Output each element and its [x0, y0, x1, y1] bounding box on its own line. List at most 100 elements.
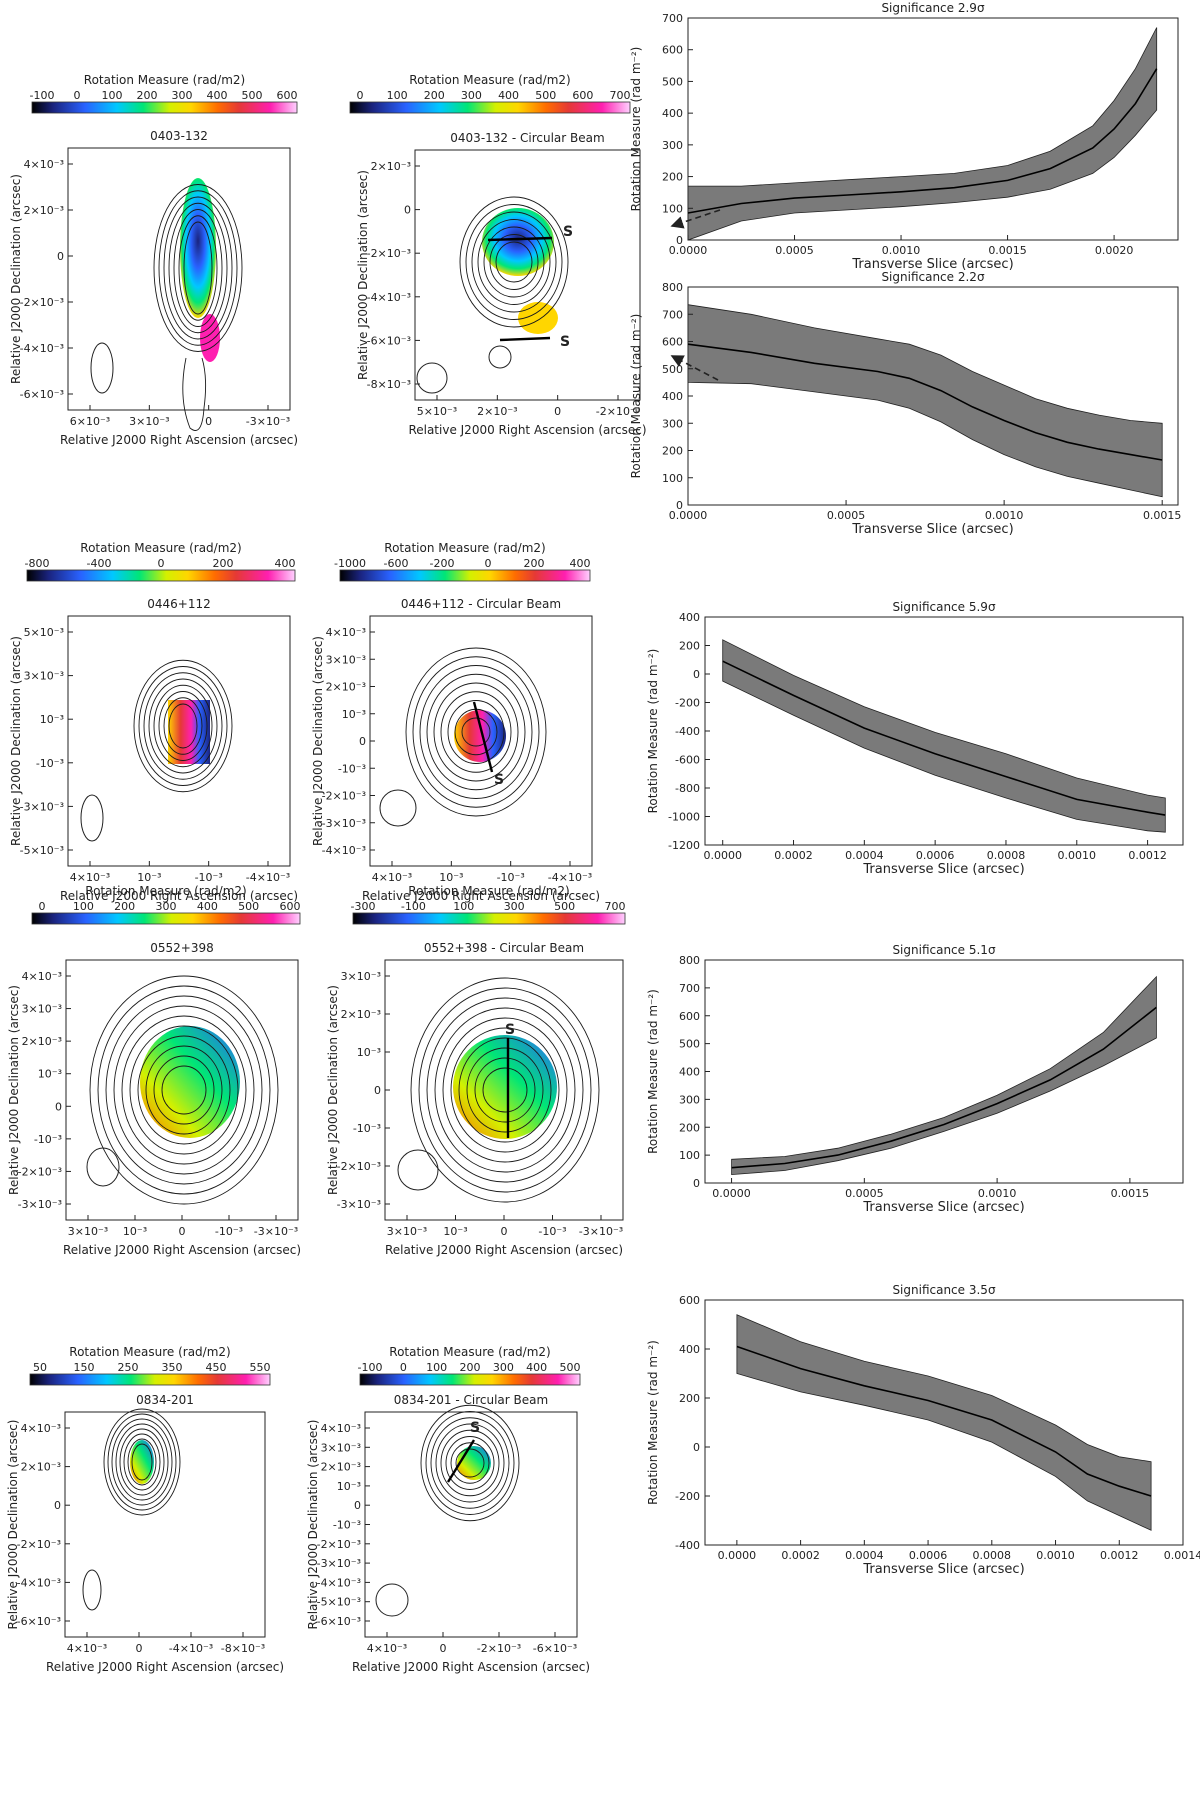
y-tick-label: 4×10⁻³ [326, 626, 366, 639]
y-tick-label: 0 [676, 234, 683, 247]
rm-map-panel-5: Rotation Measure (rad/m2) -1000 -600 -200 0 2… [311, 541, 600, 903]
x-tick-label: -4×10⁻³ [246, 871, 290, 884]
colorbar-label: Rotation Measure (rad/m2) [84, 73, 245, 87]
intensity-contour [435, 1423, 505, 1503]
rm-profile-line [731, 1006, 1157, 1169]
colorbar-tick-label: 500 [535, 89, 556, 102]
intensity-contour [433, 682, 519, 782]
intensity-contour [111, 1418, 173, 1506]
rm-profile-line [687, 343, 1163, 461]
y-tick-label: 2×10⁻³ [24, 204, 64, 217]
intensity-contour [430, 1417, 510, 1509]
y-tick-label: 500 [662, 363, 683, 376]
y-tick-label: -3×10⁻³ [317, 1557, 361, 1570]
colorbar-tick-label: -100 [358, 1361, 383, 1374]
intensity-contour [115, 1423, 169, 1501]
intensity-contour [442, 1017, 568, 1163]
rm-emission [454, 710, 506, 762]
map-title: 0403-132 [150, 129, 208, 143]
rm-profile-panel-9: Significance 5.1σ 0.0000 0.0005 0.0010 0.001… [646, 943, 1184, 1215]
y-tick-label: 2×10⁻³ [371, 160, 411, 173]
y-axis-label: Relative J2000 Declination (arcsec) [326, 985, 340, 1195]
beam-ellipse [416, 362, 448, 394]
x-tick-label: 4×10⁻³ [372, 871, 412, 884]
x-axis-label: Relative J2000 Right Ascension (arcsec) [362, 889, 600, 903]
transverse-slice-line [472, 701, 494, 773]
colorbar-tick-label: 500 [242, 89, 263, 102]
intensity-contour [89, 975, 279, 1205]
map-title: 0834-201 [136, 1393, 194, 1407]
y-tick-label: 100 [679, 1149, 700, 1162]
colorbar-tick-label: 400 [570, 557, 591, 570]
intensity-contour [483, 226, 545, 298]
y-tick-label: -2×10⁻³ [367, 247, 411, 260]
y-tick-label: 10⁻³ [337, 1480, 361, 1493]
y-tick-label: 200 [679, 1121, 700, 1134]
x-tick-label: -3×10⁻³ [246, 415, 290, 428]
y-tick-label: -1200 [668, 839, 700, 852]
x-tick-label: 0.0012 [1128, 849, 1167, 862]
x-tick-label: 3×10⁻³ [387, 1225, 427, 1238]
rm-colorbar [349, 101, 631, 114]
colorbar-tick-label: 0 [485, 557, 492, 570]
x-tick-label: 0.0010 [1036, 1549, 1075, 1562]
colorbar-tick-label: 300 [493, 1361, 514, 1374]
colorbar-label: Rotation Measure (rad/m2) [384, 541, 545, 555]
colorbar-tick-label: 0 [39, 900, 46, 913]
intensity-contour [461, 717, 491, 747]
y-tick-label: -2×10⁻³ [322, 790, 366, 803]
intensity-contour [447, 700, 505, 764]
intensity-contour [458, 1037, 552, 1143]
y-tick-label: 700 [662, 12, 683, 25]
y-tick-label: -1000 [668, 811, 700, 824]
y-tick-label: 5×10⁻³ [24, 626, 64, 639]
y-tick-label: 2×10⁻³ [22, 1035, 62, 1048]
x-tick-label: 3×10⁻³ [129, 415, 169, 428]
y-tick-label: 600 [662, 336, 683, 349]
colorbar-tick-label: 500 [238, 900, 259, 913]
x-tick-label: -2×10⁻³ [596, 405, 640, 418]
x-axis-label: Relative J2000 Right Ascension (arcsec) [385, 1243, 623, 1257]
rm-profile-panel-6: Significance 5.9σ 0.0000 0.0002 0.0004 0.000… [646, 600, 1184, 877]
intensity-contour [137, 1035, 231, 1145]
colorbar-tick-label: -200 [430, 557, 455, 570]
intensity-contour [158, 190, 238, 346]
arrow-to-lower-slice [670, 355, 719, 381]
rm-profile-line [687, 68, 1158, 214]
rm-colorbar [26, 569, 296, 582]
rm-map-panel-4: Rotation Measure (rad/m2) -800 -400 0 200 400… [9, 541, 298, 903]
beam-ellipse [375, 1583, 409, 1617]
rm-profile-line [736, 1345, 1152, 1497]
intensity-contour [471, 211, 557, 313]
colorbar-tick-label: 0 [158, 557, 165, 570]
colorbar-tick-label: -400 [87, 557, 112, 570]
colorbar-tick-label: 200 [424, 89, 445, 102]
intensity-contour [163, 697, 203, 755]
colorbar-tick-label: 400 [526, 1361, 547, 1374]
beam-ellipse [82, 1569, 102, 1611]
y-tick-label: 600 [679, 1294, 700, 1307]
x-tick-label: 0.0015 [1111, 1187, 1150, 1200]
colorbar-tick-label: 100 [102, 89, 123, 102]
x-tick-label: 0.0000 [718, 1549, 757, 1562]
arrow-to-upper-slice [670, 209, 721, 229]
colorbar-tick-label: -600 [384, 557, 409, 570]
y-tick-label: 500 [662, 75, 683, 88]
intensity-contour [138, 666, 228, 786]
intensity-contour [420, 1404, 520, 1522]
rm-emission [200, 314, 220, 362]
colorbar-tick-label: 200 [524, 557, 545, 570]
y-tick-label: 3×10⁻³ [24, 670, 64, 683]
x-tick-label: 0.0002 [774, 849, 813, 862]
x-axis-label: Transverse Slice (arcsec) [862, 862, 1024, 877]
colorbar-tick-label: 50 [33, 1361, 47, 1374]
colorbar-label: Rotation Measure (rad/m2) [69, 1345, 230, 1359]
colorbar-tick-label: 0 [74, 89, 81, 102]
intensity-contour [445, 1436, 495, 1490]
y-tick-label: 800 [662, 281, 683, 294]
y-tick-label: 0 [55, 1100, 62, 1113]
x-tick-label: 0.0005 [827, 509, 866, 522]
y-axis-label: Relative J2000 Declination (arcsec) [306, 1420, 320, 1630]
y-tick-label: -4×10⁻³ [322, 844, 366, 857]
slice-label: S [494, 772, 504, 788]
